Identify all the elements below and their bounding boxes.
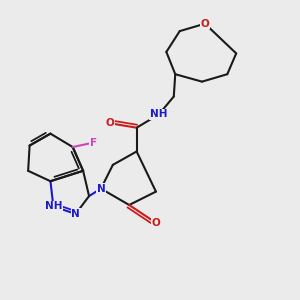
Text: NH: NH xyxy=(45,202,62,212)
Text: N: N xyxy=(71,209,80,219)
Text: N: N xyxy=(97,184,105,194)
Text: O: O xyxy=(201,19,209,29)
Text: O: O xyxy=(106,118,114,128)
Text: F: F xyxy=(90,138,97,148)
Text: NH: NH xyxy=(150,109,168,119)
Text: O: O xyxy=(152,218,160,228)
